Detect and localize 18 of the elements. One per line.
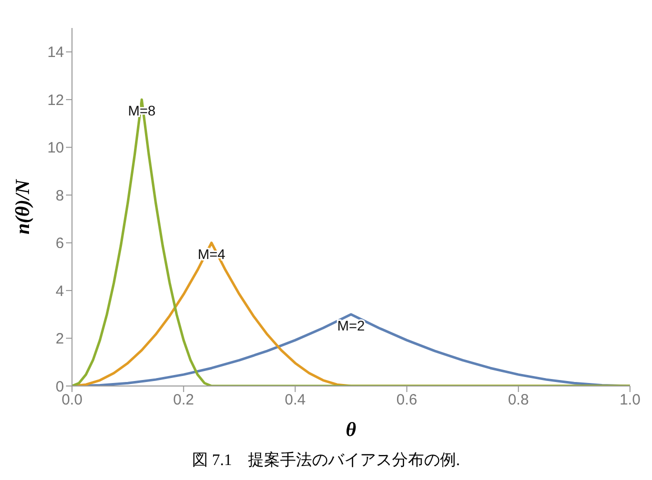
x-tick-label: 0.2 [173, 392, 194, 409]
y-tick-label: 6 [56, 235, 64, 252]
caption: 図 7.1 提案手法のバイアス分布の例. [191, 450, 461, 471]
x-tick-label: 0.6 [396, 392, 418, 409]
y-tick-label: 10 [47, 140, 64, 157]
y-tick-label: 4 [56, 282, 64, 300]
series-label: M=2 [337, 317, 366, 334]
y-tick-label: 2 [56, 330, 64, 348]
x-axis-title: θ [346, 419, 357, 441]
x-tick-label: 1.0 [620, 392, 640, 409]
y-tick-label: 0 [56, 378, 64, 396]
y-tick-label: 12 [47, 92, 64, 109]
y-tick-label: 14 [47, 44, 64, 62]
y-axis-title: n(θ)/N [12, 178, 34, 234]
x-tick-label: 0.4 [284, 392, 306, 409]
y-tick-label: 8 [56, 187, 64, 204]
x-tick-label: 0.8 [508, 392, 529, 409]
x-tick-label: 0.0 [62, 392, 82, 409]
